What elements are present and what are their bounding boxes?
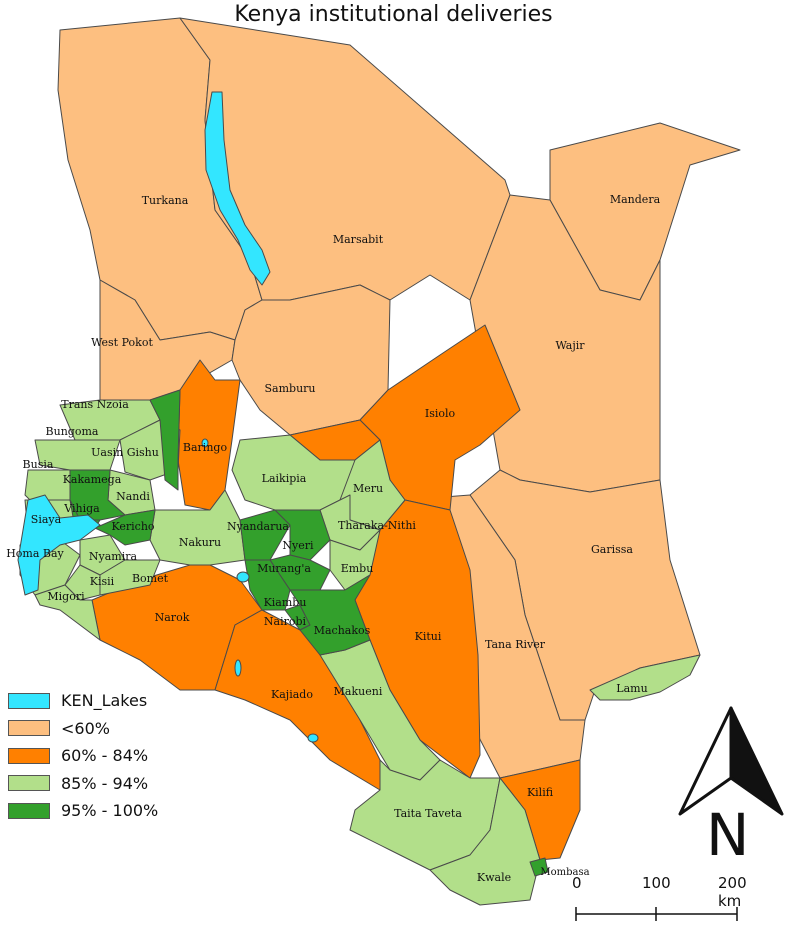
label-bomet: Bomet: [132, 572, 169, 585]
county-bomet: [99, 559, 161, 596]
legend-swatch-below-60: [8, 720, 50, 737]
label-wajir: Wajir: [555, 339, 585, 352]
label-vihiga: Vihiga: [63, 502, 100, 515]
legend-item-lakes: KEN_Lakes: [8, 687, 158, 715]
county-west-green: [149, 389, 181, 491]
label-nakuru: Nakuru: [179, 536, 221, 549]
label-bungoma: Bungoma: [46, 425, 99, 438]
label-siaya: Siaya: [31, 513, 62, 526]
lake-naivasha: [236, 571, 250, 583]
label-nyandarua: Nyandarua: [227, 520, 289, 533]
lake-amboseli: [307, 733, 319, 743]
label-narok: Narok: [155, 611, 190, 624]
label-lamu: Lamu: [616, 682, 647, 695]
label-busia: Busia: [23, 458, 54, 471]
label-marsabit: Marsabit: [333, 233, 384, 246]
label-samburu: Samburu: [265, 382, 316, 395]
label-kiambu: Kiambu: [264, 596, 307, 609]
label-mandera: Mandera: [610, 193, 661, 206]
legend-item-60-84: 60% - 84%: [8, 742, 158, 770]
scale-bar-line: [575, 907, 738, 921]
legend-label-60-84: 60% - 84%: [61, 746, 149, 766]
legend-swatch-85-94: [8, 775, 50, 792]
label-embu: Embu: [341, 562, 374, 575]
label-baringo: Baringo: [183, 441, 228, 454]
county-nakuru: [149, 489, 246, 566]
legend-label-95-100: 95% - 100%: [61, 801, 159, 821]
label-isiolo: Isiolo: [425, 407, 456, 420]
county-samburu: [231, 284, 391, 436]
label-homa-bay: Homa Bay: [6, 547, 64, 560]
county-nyandarua: [239, 509, 291, 561]
lake-magadi: [234, 659, 242, 677]
legend-item-below-60: <60%: [8, 715, 158, 743]
county-migori: [34, 584, 101, 641]
legend-swatch-60-84: [8, 747, 50, 764]
legend-swatch-95-100: [8, 802, 50, 819]
label-nyamira: Nyamira: [89, 550, 138, 563]
label-nyeri: Nyeri: [282, 539, 314, 552]
legend-label-lakes: KEN_Lakes: [61, 691, 148, 711]
label-nandi: Nandi: [116, 490, 150, 503]
scale-label-200: 200 km: [718, 874, 747, 910]
label-nairobi: Nairobi: [264, 615, 307, 628]
label-kilifi: Kilifi: [527, 786, 554, 799]
north-arrow-icon: [678, 706, 784, 816]
label-garissa: Garissa: [591, 543, 633, 556]
label-taita-taveta: Taita Taveta: [394, 807, 462, 820]
legend-swatch-lakes: [8, 692, 50, 709]
label-kitui: Kitui: [415, 630, 442, 643]
label-west-pokot: West Pokot: [91, 336, 153, 349]
county-mombasa: [529, 857, 549, 877]
label-muranga: Murang'a: [257, 562, 311, 575]
legend-item-95-100: 95% - 100%: [8, 797, 158, 825]
label-kajiado: Kajiado: [271, 688, 313, 701]
lake-baringo: [201, 438, 209, 448]
label-turkana: Turkana: [142, 194, 189, 207]
legend-label-85-94: 85% - 94%: [61, 773, 149, 793]
label-migori: Migori: [47, 590, 85, 603]
legend: KEN_Lakes <60% 60% - 84% 85% - 94% 95% -…: [8, 687, 158, 825]
label-tharaka-nithi: Tharaka-Nithi: [338, 519, 416, 532]
legend-label-below-60: <60%: [61, 718, 110, 738]
label-meru: Meru: [353, 482, 383, 495]
label-tana-river: Tana River: [485, 638, 546, 651]
label-trans-nzoia: Trans Nzoia: [61, 398, 129, 411]
north-letter: N: [706, 801, 750, 869]
scale-label-0: 0: [572, 874, 582, 892]
label-laikipia: Laikipia: [262, 472, 307, 485]
county-machakos: [289, 574, 371, 656]
county-kericho: [94, 509, 156, 546]
lake-victoria: [17, 494, 101, 596]
label-machakos: Machakos: [314, 624, 371, 637]
county-lamu: [589, 654, 701, 701]
label-uasin-gishu: Uasin Gishu: [91, 446, 159, 459]
legend-item-85-94: 85% - 94%: [8, 770, 158, 798]
county-kwale: [429, 777, 541, 906]
county-baringo: [177, 359, 241, 511]
label-kakamega: Kakamega: [63, 473, 122, 486]
label-kwale: Kwale: [477, 871, 511, 884]
label-mombasa: Mombasa: [540, 867, 589, 878]
label-makueni: Makueni: [334, 685, 383, 698]
label-kericho: Kericho: [111, 520, 154, 533]
lake-turkana: [204, 91, 271, 286]
scale-label-100: 100: [642, 874, 671, 892]
label-kisii: Kisii: [90, 575, 115, 588]
map-title: Kenya institutional deliveries: [234, 2, 553, 27]
